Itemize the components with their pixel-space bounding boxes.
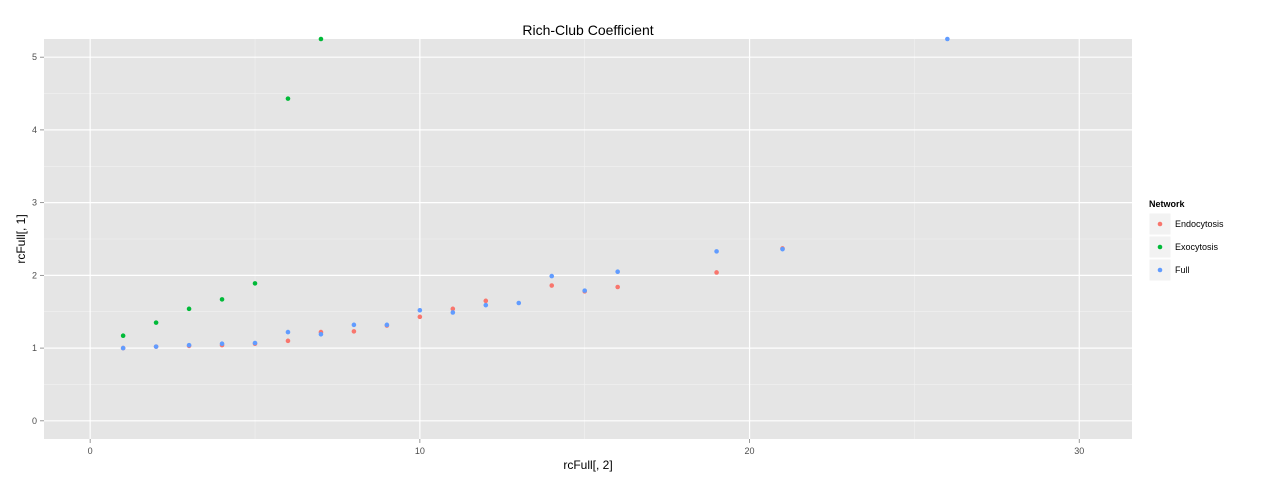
x-tick-label: 20 — [745, 446, 755, 456]
point-endocytosis — [615, 284, 620, 290]
x-axis-title: rcFull[, 2] — [563, 458, 612, 472]
point-exocytosis — [219, 297, 225, 302]
point-endocytosis — [450, 306, 456, 312]
point-endocytosis — [549, 283, 555, 288]
y-tick-label: 3 — [32, 198, 37, 208]
point-full — [714, 249, 719, 254]
x-tick-label: 30 — [1074, 446, 1084, 456]
y-axis: 0 1 2 3 4 5 — [32, 52, 44, 426]
legend-symbol-exocytosis — [1157, 244, 1163, 250]
point-full — [219, 341, 225, 347]
point-full — [186, 342, 192, 348]
point-full — [417, 307, 423, 313]
point-full — [780, 246, 785, 252]
point-full — [582, 288, 588, 293]
legend-label-exocytosis: Exocytosis — [1175, 242, 1219, 252]
legend-symbol-full — [1157, 267, 1163, 273]
point-endocytosis — [483, 298, 489, 304]
point-full — [483, 302, 489, 308]
point-full — [120, 345, 126, 351]
point-exocytosis — [120, 333, 126, 339]
x-tick-label: 10 — [415, 446, 425, 456]
point-full — [252, 340, 258, 346]
legend-symbol-endocytosis — [1157, 221, 1163, 227]
point-full — [945, 36, 950, 42]
point-full — [516, 300, 522, 306]
x-axis: 0 10 20 30 — [88, 439, 1084, 456]
point-full — [153, 344, 159, 349]
point-exocytosis — [318, 36, 324, 42]
y-tick-label: 1 — [32, 343, 37, 353]
legend: Network Endocytosis Exocytosis Full — [1148, 199, 1224, 282]
point-full — [384, 322, 390, 328]
legend-label-full: Full — [1175, 265, 1190, 275]
legend-title: Network — [1149, 199, 1186, 209]
point-full — [285, 329, 291, 335]
grid-major — [44, 39, 1132, 439]
point-full — [318, 331, 324, 337]
y-tick-label: 0 — [32, 416, 37, 426]
point-full — [450, 310, 456, 315]
point-endocytosis — [714, 270, 719, 275]
y-tick-label: 4 — [32, 125, 37, 135]
point-exocytosis — [252, 281, 258, 286]
point-full — [615, 269, 620, 275]
data-points — [120, 36, 950, 351]
legend-label-endocytosis: Endocytosis — [1175, 219, 1224, 229]
point-full — [549, 273, 555, 279]
y-axis-title: rcFull[, 1] — [14, 214, 28, 263]
point-exocytosis — [285, 96, 291, 101]
x-tick-label: 0 — [88, 446, 93, 456]
point-full — [351, 322, 357, 328]
point-exocytosis — [153, 320, 159, 325]
point-exocytosis — [186, 306, 192, 312]
y-tick-label: 2 — [32, 270, 37, 280]
point-endocytosis — [285, 338, 291, 344]
chart-title: Rich-Club Coefficient — [522, 22, 653, 38]
y-tick-label: 5 — [32, 52, 37, 62]
point-endocytosis — [351, 329, 357, 334]
grid-minor — [44, 39, 1132, 439]
point-endocytosis — [417, 314, 423, 320]
